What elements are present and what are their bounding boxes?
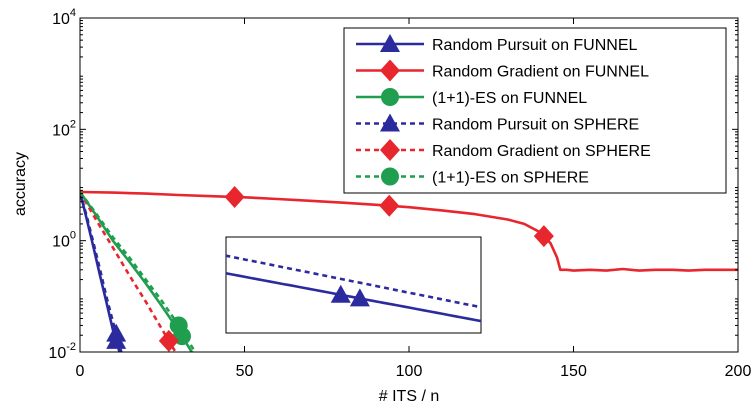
legend: Random Pursuit on FUNNEL Random Gradient …: [343, 27, 727, 194]
x-tick-label-2: 100: [396, 363, 423, 380]
inset-frame: [225, 236, 482, 334]
x-tick-label-3: 150: [560, 363, 587, 380]
legend-marker-5: [381, 167, 399, 186]
y-tick-label-3: 104: [52, 7, 76, 28]
y-tick-label-2: 102: [52, 118, 76, 139]
x-tick-label-0: 0: [76, 363, 85, 380]
legend-marker-2: [381, 88, 399, 106]
legend-label-4: Random Gradient on SPHERE: [432, 143, 651, 160]
series-marker-1-2: [533, 225, 554, 248]
inset-marker-0: [330, 284, 351, 303]
series-marker-4-0: [158, 329, 179, 352]
legend-marker-3: [380, 113, 400, 132]
x-tick-label-1: 50: [236, 363, 254, 380]
y-tick-label-0: 10-2: [48, 341, 76, 362]
legend-marker-4: [380, 139, 400, 161]
inset-line-3: [226, 254, 481, 309]
legend-marker-0: [380, 34, 400, 52]
inset-marker-1: [349, 288, 370, 307]
axes: 0 50 100 150 200 10-2 100 102 104: [48, 7, 751, 380]
legend-label-1: Random Gradient on FUNNEL: [432, 64, 649, 81]
inset-zoom: [225, 236, 482, 334]
series-line-4: [80, 191, 178, 352]
series-marker-1-0: [224, 185, 245, 208]
y-axis-label: accuracy: [12, 152, 29, 216]
series-marker-3-0: [106, 323, 127, 342]
legend-label-2: (1+1)-ES on FUNNEL: [432, 90, 587, 107]
x-axis-label: # ITS / n: [379, 388, 439, 405]
legend-marker-1: [380, 59, 400, 82]
legend-label-3: Random Pursuit on SPHERE: [432, 117, 639, 134]
series-marker-5-0: [169, 316, 188, 335]
inset-line-0: [226, 271, 481, 323]
legend-label-5: (1+1)-ES on SPHERE: [432, 170, 589, 187]
series-marker-1-1: [379, 194, 400, 217]
plot-area: [80, 185, 738, 352]
legend-label-0: Random Pursuit on FUNNEL: [432, 37, 638, 54]
y-tick-label-1: 100: [52, 230, 76, 251]
x-tick-label-4: 200: [725, 363, 752, 380]
legend-box: [343, 27, 727, 194]
